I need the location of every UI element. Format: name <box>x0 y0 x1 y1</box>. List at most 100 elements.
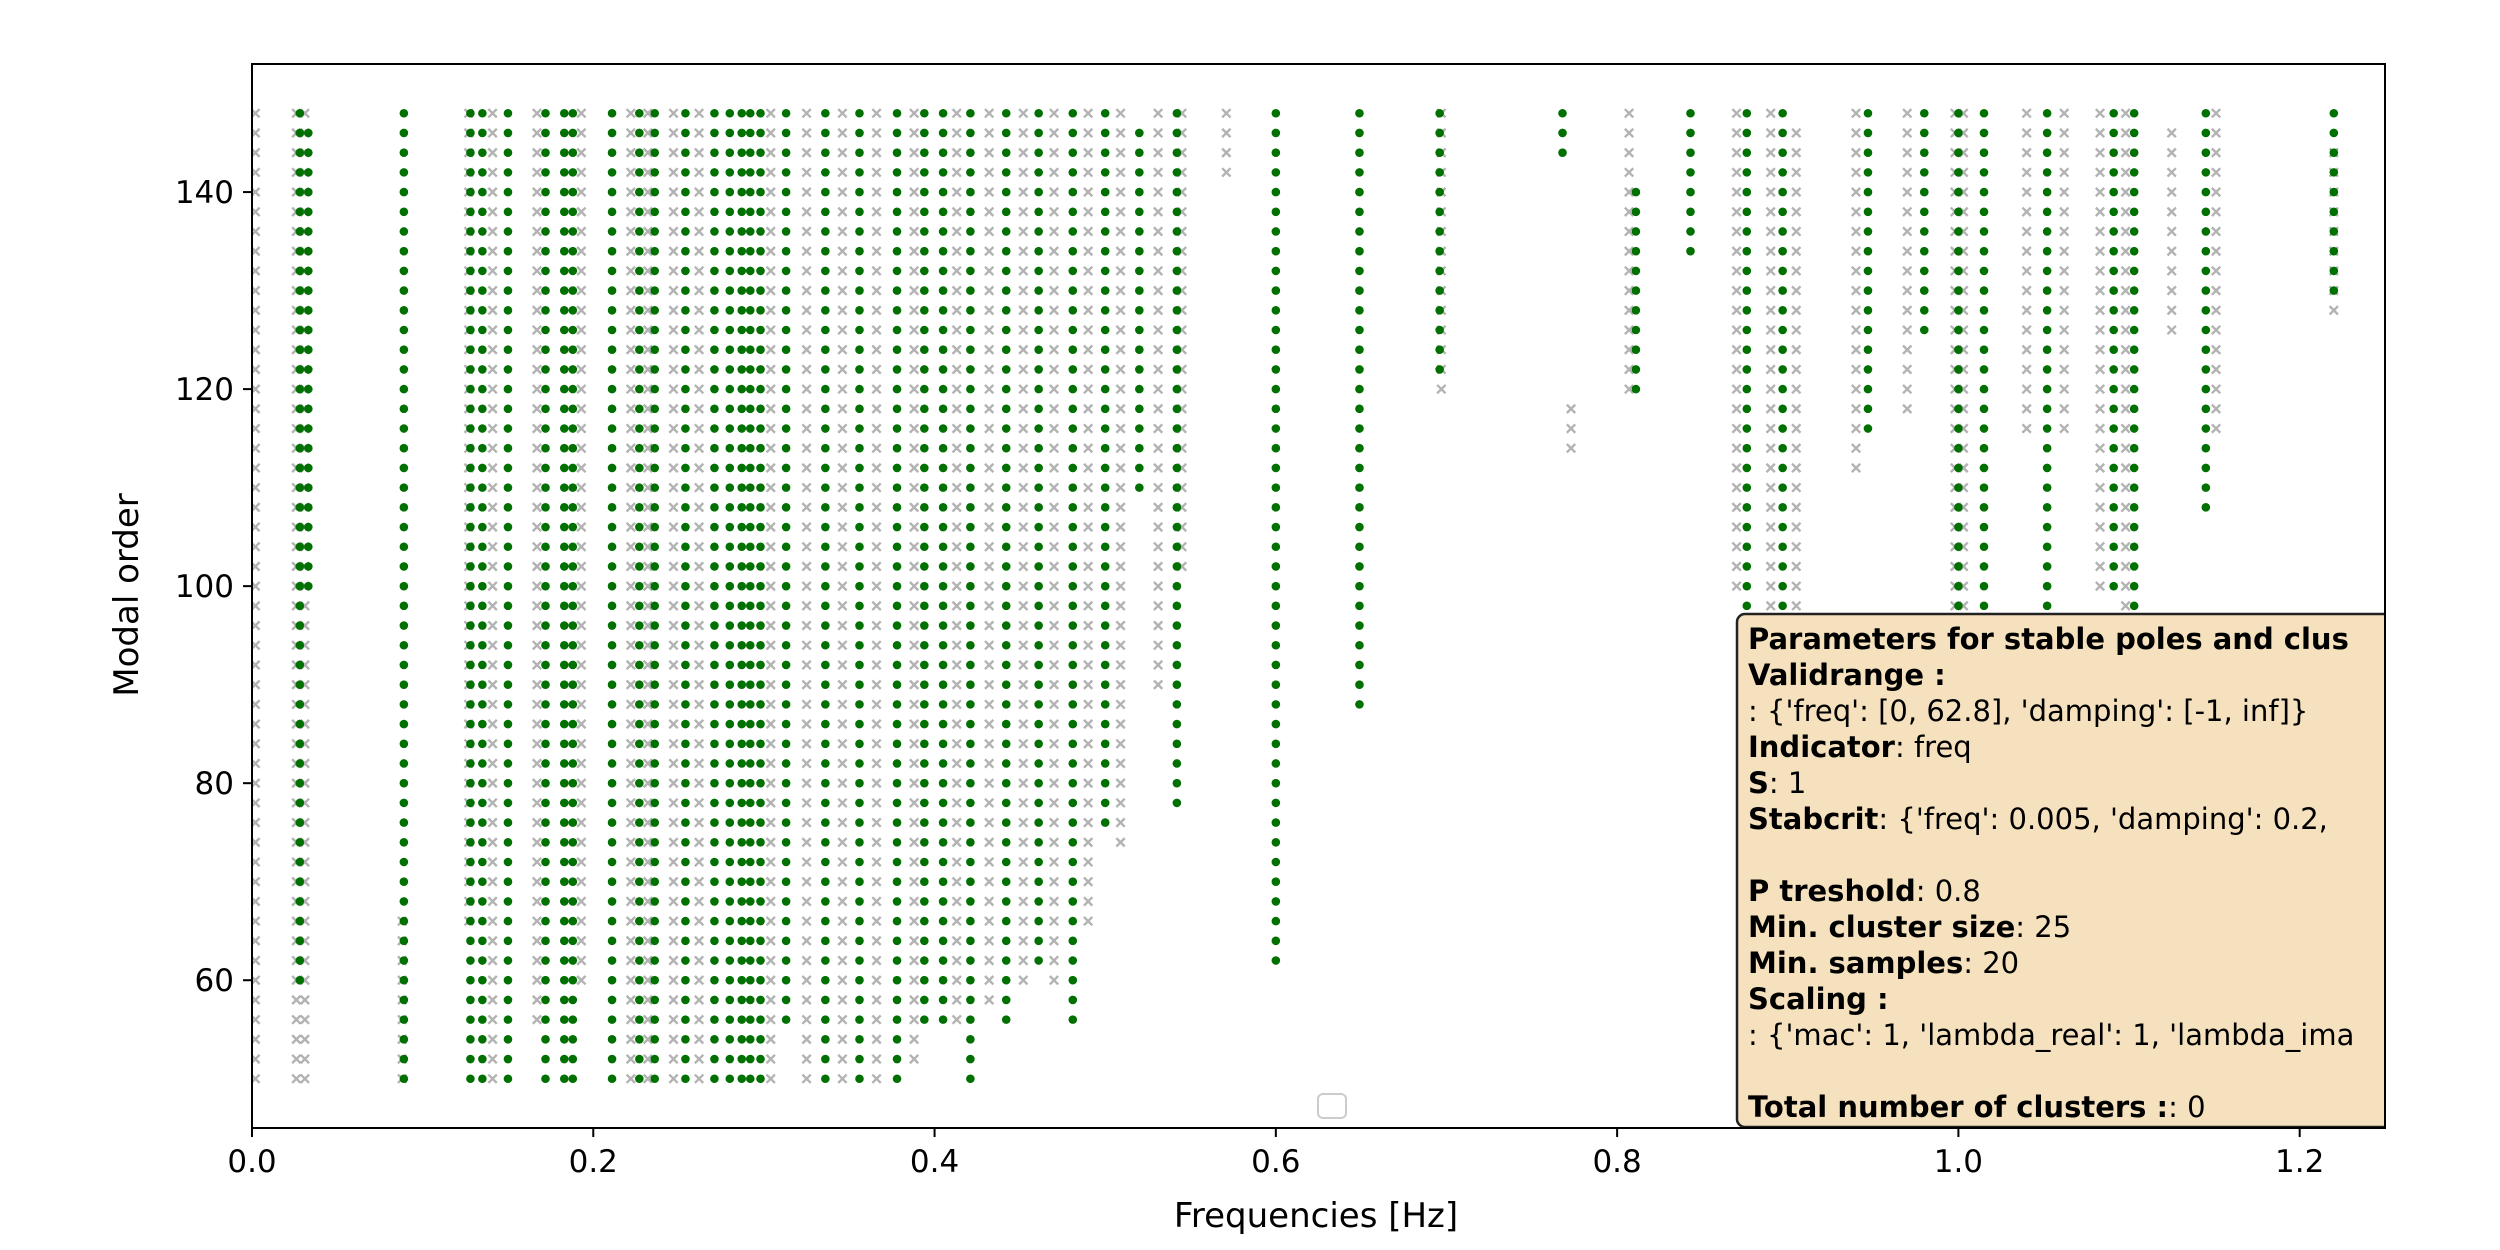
stable-pole-marker <box>541 956 550 965</box>
stable-pole-marker <box>1068 778 1078 788</box>
stable-pole-marker <box>1742 483 1752 492</box>
unstable-pole-marker <box>2094 147 2106 158</box>
unstable-pole-marker <box>951 344 962 355</box>
unstable-pole-marker <box>909 581 920 592</box>
unstable-pole-marker <box>1083 896 1094 907</box>
stable-pole-marker <box>559 246 569 256</box>
unstable-pole-marker <box>1153 679 1164 690</box>
stable-pole-marker <box>745 404 755 414</box>
stable-pole-marker <box>1068 1015 1078 1024</box>
stable-pole-marker <box>568 936 578 946</box>
unstable-pole-marker <box>871 482 882 493</box>
stable-pole-marker <box>478 266 487 276</box>
stable-pole-marker <box>1100 601 1110 611</box>
stable-pole-marker <box>607 168 617 177</box>
stable-pole-marker <box>2042 128 2052 138</box>
stable-pole-marker <box>1068 148 1078 157</box>
stable-pole-marker <box>710 522 719 532</box>
stable-pole-marker <box>737 601 747 611</box>
stable-pole-marker <box>1271 621 1281 630</box>
stable-pole-marker <box>1355 424 1364 433</box>
stable-pole-marker <box>781 857 791 867</box>
unstable-pole-marker <box>625 305 636 316</box>
stable-pole-marker <box>1778 463 1787 473</box>
stable-pole-marker <box>1001 128 1011 138</box>
stable-pole-marker <box>503 857 513 867</box>
stable-pole-marker <box>938 128 948 138</box>
stable-pole-marker <box>1068 483 1078 492</box>
stable-pole-marker <box>681 975 690 985</box>
stable-pole-marker <box>541 837 550 847</box>
unstable-pole-marker <box>2059 187 2070 198</box>
stable-pole-marker <box>295 660 305 670</box>
unstable-pole-marker <box>2094 305 2106 316</box>
unstable-pole-marker <box>625 147 636 158</box>
unstable-pole-marker <box>909 600 920 611</box>
stable-pole-marker <box>1001 877 1011 887</box>
stable-pole-marker <box>399 305 409 315</box>
unstable-pole-marker <box>871 344 882 355</box>
unstable-pole-marker <box>1048 719 1060 730</box>
stable-pole-marker <box>399 168 409 177</box>
stable-pole-marker <box>2042 207 2052 217</box>
unstable-pole-marker <box>1083 640 1094 651</box>
stable-pole-marker <box>295 305 305 315</box>
stable-pole-marker <box>756 581 765 591</box>
unstable-pole-marker <box>642 167 653 178</box>
stable-pole-marker <box>2201 227 2211 236</box>
stable-pole-marker <box>1271 325 1281 335</box>
stable-pole-marker <box>399 916 409 926</box>
stable-pole-marker <box>2109 108 2118 118</box>
stable-pole-marker <box>541 916 550 926</box>
stable-pole-marker <box>1068 562 1078 571</box>
unstable-pole-marker <box>1850 147 1862 158</box>
stable-pole-marker <box>1100 621 1110 630</box>
stable-pole-marker <box>855 936 864 946</box>
unstable-pole-marker <box>984 738 995 749</box>
stable-pole-marker <box>399 286 409 295</box>
stable-pole-marker <box>737 739 747 749</box>
stable-pole-marker <box>1068 660 1078 670</box>
unstable-pole-marker <box>2021 344 2032 355</box>
stable-pole-marker <box>607 581 617 591</box>
unstable-pole-marker <box>871 246 882 257</box>
unstable-pole-marker <box>984 108 995 119</box>
stable-pole-marker <box>650 108 660 118</box>
stable-pole-marker <box>1435 305 1444 315</box>
unstable-pole-marker <box>871 758 882 769</box>
stable-pole-marker <box>1034 148 1043 157</box>
stable-pole-marker <box>1954 305 1963 315</box>
stable-pole-marker <box>737 956 747 965</box>
unstable-pole-marker <box>1731 384 1742 395</box>
stable-pole-marker <box>1001 640 1011 650</box>
stable-pole-marker <box>1001 503 1011 512</box>
stable-pole-marker <box>1742 227 1752 236</box>
unstable-pole-marker <box>625 679 636 690</box>
stable-pole-marker <box>966 818 975 827</box>
unstable-pole-marker <box>2021 305 2032 316</box>
stable-pole-marker <box>938 148 948 157</box>
stable-pole-marker <box>1954 108 1963 118</box>
stable-pole-marker <box>710 365 719 374</box>
unstable-pole-marker <box>668 541 679 552</box>
stable-pole-marker <box>1068 640 1078 650</box>
unstable-pole-marker <box>1048 423 1060 434</box>
stable-pole-marker <box>681 522 690 532</box>
unstable-pole-marker <box>837 856 848 868</box>
stable-pole-marker <box>745 1054 755 1064</box>
stable-pole-marker <box>503 936 513 946</box>
stable-pole-marker <box>681 1074 690 1084</box>
stable-pole-marker <box>756 759 765 768</box>
stable-pole-marker <box>541 640 550 650</box>
stable-pole-marker <box>2109 148 2118 157</box>
unstable-pole-marker <box>765 108 776 119</box>
unstable-pole-marker <box>837 837 848 848</box>
stable-pole-marker <box>821 956 830 965</box>
stable-pole-marker <box>503 1035 513 1044</box>
stable-pole-marker <box>855 463 864 473</box>
stable-pole-marker <box>503 325 513 335</box>
unstable-pole-marker <box>625 541 636 552</box>
stable-pole-marker <box>710 897 719 906</box>
unstable-pole-marker <box>1083 778 1094 789</box>
unstable-pole-marker <box>531 975 543 986</box>
